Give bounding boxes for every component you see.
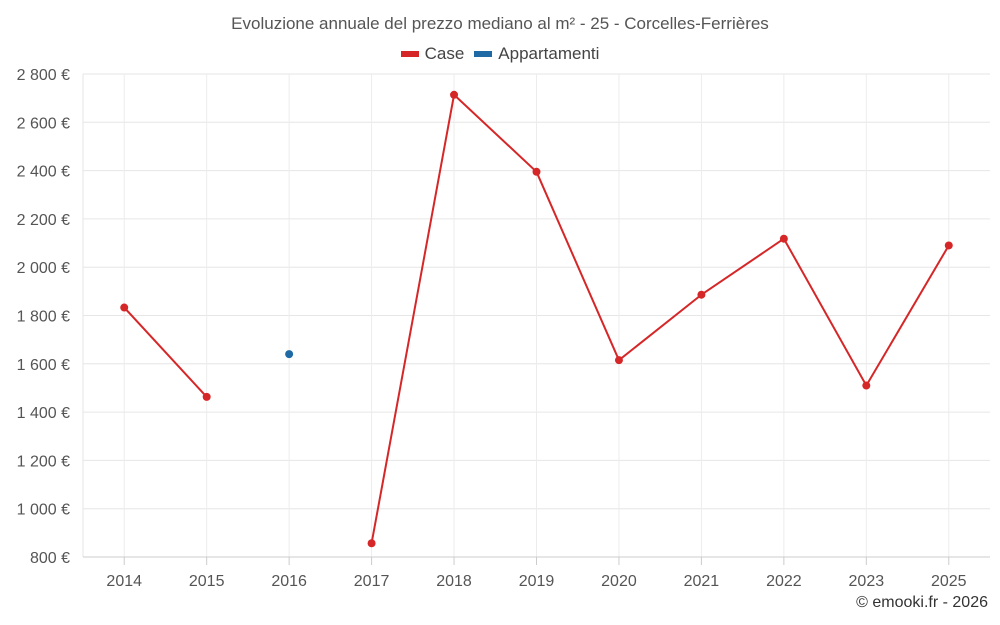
legend-label-appartamenti: Appartamenti xyxy=(498,44,600,63)
data-point-case-2020[interactable] xyxy=(614,356,623,365)
legend-item-case[interactable]: Case xyxy=(400,44,465,64)
y-tick-label: 2 200 € xyxy=(17,212,70,229)
data-point-appartamenti-2016[interactable] xyxy=(285,350,294,359)
data-point-case-2019[interactable] xyxy=(532,167,541,176)
y-tick-label: 2 800 € xyxy=(17,67,70,84)
ticks: 800 € 1 000 € 1 200 € 1 400 € 1 600 € 1 800 €… xyxy=(17,67,967,590)
x-tick-label: 2019 xyxy=(519,573,555,590)
y-tick-label: 1 400 € xyxy=(17,405,70,422)
x-tick-label: 2021 xyxy=(684,573,720,590)
x-tick-label: 2023 xyxy=(849,573,885,590)
x-tick-label: 2015 xyxy=(189,573,225,590)
legend-swatch-appartamenti xyxy=(474,51,493,57)
x-tick-label: 2022 xyxy=(766,573,802,590)
legend-item-appartamenti[interactable]: Appartamenti xyxy=(474,44,599,64)
series-lines xyxy=(123,93,950,544)
y-tick-label: 2 000 € xyxy=(17,260,70,277)
data-point-case-2025[interactable] xyxy=(944,241,953,250)
y-tick-label: 1 000 € xyxy=(17,502,70,519)
y-tick-label: 800 € xyxy=(30,550,70,567)
grid xyxy=(83,73,990,558)
series-line-case-0 xyxy=(123,306,208,398)
series-line-case-1 xyxy=(370,93,950,544)
legend-label-case: Case xyxy=(424,44,465,63)
credit-text: © emooki.fr - 2026 xyxy=(856,594,988,611)
legend: Case Appartamenti xyxy=(0,44,1000,64)
y-tick-label: 2 400 € xyxy=(17,164,70,181)
data-point-case-2015[interactable] xyxy=(202,392,211,401)
y-tick-label: 1 200 € xyxy=(17,453,70,470)
chart-title: Evoluzione annuale del prezzo mediano al… xyxy=(231,14,769,33)
y-tick-label: 2 600 € xyxy=(17,115,70,132)
y-tick-label: 1 800 € xyxy=(17,309,70,326)
axes xyxy=(82,74,990,565)
legend-swatch-case xyxy=(400,51,419,57)
y-tick-label: 1 600 € xyxy=(17,357,70,374)
x-tick-label: 2014 xyxy=(106,573,142,590)
x-tick-label: 2020 xyxy=(601,573,637,590)
data-point-case-2023[interactable] xyxy=(862,381,871,390)
x-tick-label: 2018 xyxy=(436,573,472,590)
data-point-case-2021[interactable] xyxy=(697,290,706,299)
series-points xyxy=(120,90,953,548)
data-point-case-2017[interactable] xyxy=(367,539,376,548)
x-tick-label: 2016 xyxy=(271,573,307,590)
data-point-case-2022[interactable] xyxy=(779,234,788,243)
data-point-case-2014[interactable] xyxy=(120,303,129,312)
data-point-case-2018[interactable] xyxy=(450,90,459,99)
x-tick-label: 2017 xyxy=(354,573,390,590)
x-tick-label: 2025 xyxy=(931,573,967,590)
